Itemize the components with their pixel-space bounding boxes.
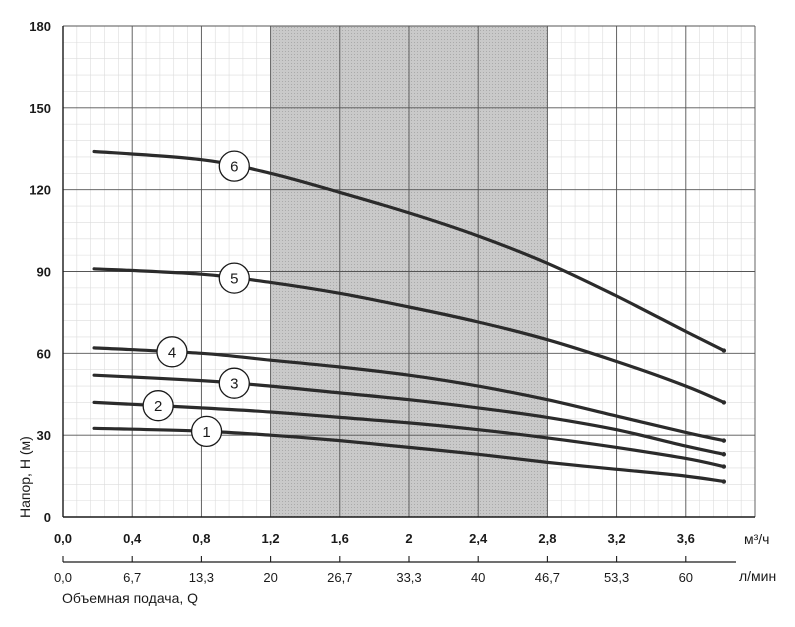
curve-label-4: 4 <box>168 344 176 361</box>
x-tick-label-m3h: 1,6 <box>331 531 349 546</box>
x-tick-label-m3h: 2,8 <box>538 531 556 546</box>
x-tick-label-lmin: 60 <box>679 570 693 585</box>
curve-label-2: 2 <box>154 398 162 415</box>
curve-label-3: 3 <box>230 376 238 393</box>
y-tick-label: 60 <box>37 346 51 361</box>
x-tick-label-lmin: 20 <box>263 570 277 585</box>
x-tick-label-m3h: 2,4 <box>469 531 488 546</box>
x-tick-label-m3h: 0,0 <box>54 531 72 546</box>
curve-end-point-1 <box>721 479 727 484</box>
curve-end-point-5 <box>721 400 727 405</box>
y-tick-labels: 0 30 60 90 120 150 180 <box>29 19 51 525</box>
curve-2 <box>92 400 726 469</box>
curve-end-point-4 <box>721 438 727 443</box>
curve-label-5: 5 <box>230 271 238 288</box>
x-tick-label-lmin: 26,7 <box>327 570 352 585</box>
x-tick-labels-m3h: 0,0 0,4 0,8 1,2 1,6 2 2,4 2,8 3,2 3,6 <box>54 531 695 546</box>
x-tick-label-lmin: 40 <box>471 570 485 585</box>
x-tick-label-lmin: 53,3 <box>604 570 629 585</box>
curve-label-6: 6 <box>230 159 238 176</box>
curve-label-badge-3 <box>218 367 250 399</box>
curve-labels: 1 2 3 4 5 6 <box>142 150 250 448</box>
curve-label-badge-4 <box>156 336 188 368</box>
y-axis-title: Напор, H (м) <box>17 436 33 518</box>
curve-label-badge-2 <box>142 390 174 422</box>
y-tick-label: 0 <box>44 510 51 525</box>
curve-4 <box>92 346 726 443</box>
curve-label-badge-5 <box>218 262 250 294</box>
x-tick-label-m3h: 3,6 <box>677 531 695 546</box>
curve-end-point-2 <box>721 464 727 469</box>
x-tick-label-lmin: 33,3 <box>396 570 421 585</box>
y-tick-label: 30 <box>37 428 51 443</box>
curve-label-1: 1 <box>202 424 210 441</box>
x-tick-label-lmin: 6,7 <box>123 570 141 585</box>
x-tick-label-lmin: 0,0 <box>54 570 72 585</box>
x-tick-label-m3h: 0,8 <box>192 531 210 546</box>
curve-end-point-3 <box>721 452 727 457</box>
x-tick-label-lmin: 13,3 <box>189 570 214 585</box>
curve-1 <box>92 426 726 484</box>
y-tick-label: 90 <box>37 265 51 280</box>
x-tick-label-lmin: 46,7 <box>535 570 560 585</box>
axes <box>62 26 755 563</box>
x-unit-lmin: л/мин <box>739 568 776 584</box>
curve-end-point-6 <box>721 348 727 353</box>
y-tick-label: 150 <box>29 101 51 116</box>
x-unit-m3h: м³/ч <box>744 531 769 547</box>
curve-label-badge-1 <box>190 415 223 448</box>
curve-label-badge-6 <box>218 150 250 182</box>
y-tick-label: 180 <box>29 19 51 34</box>
y-tick-label: 120 <box>29 183 51 198</box>
x-tick-label-m3h: 3,2 <box>608 531 626 546</box>
x-tick-label-m3h: 2 <box>405 531 412 546</box>
x-tick-label-m3h: 1,2 <box>262 531 280 546</box>
x-tick-labels-lmin: 0,0 6,7 13,3 20 26,7 33,3 40 46,7 53,3 60 <box>54 570 693 585</box>
x-tick-label-m3h: 0,4 <box>123 531 142 546</box>
x-axis-title: Объемная подача, Q <box>62 590 198 606</box>
